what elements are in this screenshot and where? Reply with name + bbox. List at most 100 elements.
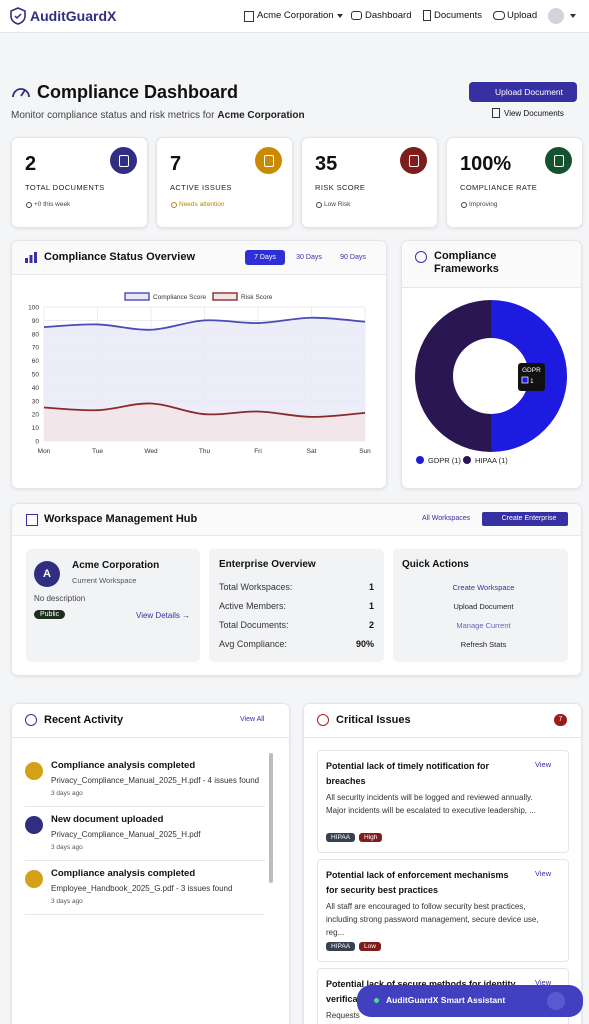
quick-actions-panel: Quick Actions Create Workspace Upload Doc… xyxy=(393,549,568,662)
nav-icon xyxy=(423,10,431,21)
view-documents-link[interactable]: View Documents xyxy=(504,109,564,118)
quick-action[interactable]: Refresh Stats xyxy=(393,640,568,649)
stat-value: 35 xyxy=(315,153,338,175)
alert-icon xyxy=(317,714,329,726)
legend-swatch xyxy=(124,292,150,301)
legend-dot xyxy=(416,456,424,464)
activity-detail: Privacy_Compliance_Manual_2025_H.pdf xyxy=(51,830,201,839)
stat-card: 2 TOTAL DOCUMENTS +0 this week xyxy=(11,137,148,228)
nav-link[interactable]: Upload xyxy=(507,10,538,21)
org-switcher[interactable]: Acme Corporation xyxy=(257,10,334,21)
activity-detail: Employee_Handbook_2025_G.pdf - 3 issues … xyxy=(51,884,233,893)
overview-value: 1 xyxy=(368,601,374,611)
subtitle-org: Acme Corporation xyxy=(217,110,305,121)
overview-label: Total Documents: xyxy=(219,620,289,630)
button-label: All Workspaces xyxy=(422,515,471,522)
hub-card: Workspace Management Hub All Workspaces … xyxy=(11,503,582,676)
brand[interactable]: AuditGuardX xyxy=(30,8,117,24)
action-label: Create Workspace xyxy=(452,583,515,592)
create-enterprise-button[interactable]: Create Enterprise xyxy=(482,512,568,526)
nav-link[interactable]: Documents xyxy=(434,10,483,21)
series-line xyxy=(43,316,366,331)
caret xyxy=(337,14,343,18)
issue-tag: High xyxy=(359,833,383,842)
logo-icon xyxy=(10,7,26,25)
clock-icon xyxy=(25,714,37,726)
issue-tag: HIPAA xyxy=(326,833,356,842)
legend-label: HIPAA (1) xyxy=(475,456,508,465)
overview-label: Avg Compliance: xyxy=(219,639,287,649)
activity-time: 3 days ago xyxy=(51,790,83,797)
card-header xyxy=(402,241,581,288)
separator xyxy=(25,860,265,861)
expand-button[interactable] xyxy=(547,992,565,1010)
stat-icon xyxy=(400,147,427,174)
panel-title: Enterprise Overview xyxy=(219,559,316,570)
stat-value: 7 xyxy=(170,153,182,175)
action-label: Refresh Stats xyxy=(460,640,507,649)
view-details-link[interactable]: View Details → xyxy=(136,611,191,620)
y-tick-label: 20 xyxy=(32,412,40,419)
stat-card: 7 ACTIVE ISSUES Needs attention xyxy=(156,137,293,228)
pie-icon xyxy=(415,251,427,263)
card-title: Compliance Frameworks xyxy=(434,250,499,275)
issue-title: Potential lack of timely notification fo… xyxy=(326,761,490,786)
stat-label: COMPLIANCE RATE xyxy=(460,183,538,192)
nav-link[interactable]: Dashboard xyxy=(365,10,412,21)
range-tab[interactable]: 7 Days xyxy=(245,250,285,265)
separator xyxy=(25,806,265,807)
x-tick-label: Tue xyxy=(92,448,103,455)
card-title: Critical Issues xyxy=(336,714,411,726)
activity-icon xyxy=(25,762,43,780)
note-icon xyxy=(171,202,177,208)
quick-action[interactable]: Upload Document xyxy=(393,602,568,611)
card-title: Compliance Status Overview xyxy=(44,251,195,263)
issue-tag: Low xyxy=(359,942,381,951)
view-all-link[interactable]: View All xyxy=(240,716,265,723)
legend-dot xyxy=(463,456,471,464)
legend-label: Compliance Score xyxy=(153,294,206,301)
range-tab[interactable]: 90 Days xyxy=(340,254,366,261)
stat-note: +0 this week xyxy=(34,201,71,208)
overview-panel: Enterprise Overview Total Workspaces: 1 Ac… xyxy=(209,549,384,662)
upload-button[interactable]: Upload Document xyxy=(469,82,577,102)
activity-time: 3 days ago xyxy=(51,844,83,851)
page-subtitle: Monitor compliance status and risk metri… xyxy=(11,110,305,121)
issue-description: All staff are encouraged to follow secur… xyxy=(326,902,539,937)
range-tab[interactable]: 30 Days xyxy=(296,254,322,261)
all-workspaces-button[interactable]: All Workspaces xyxy=(412,515,470,522)
y-tick-label: 0 xyxy=(35,439,39,446)
x-tick-label: Sun xyxy=(359,448,371,455)
quick-action[interactable]: Create Workspace xyxy=(393,583,568,592)
issue-view-link[interactable]: View xyxy=(535,978,552,987)
issue-title: Potential lack of secure methods for ide… xyxy=(326,979,516,1004)
card-header xyxy=(12,504,581,536)
stat-icon xyxy=(255,147,282,174)
scrollbar[interactable] xyxy=(269,753,273,883)
card-header xyxy=(304,704,581,738)
activity-time: 3 days ago xyxy=(51,898,83,905)
frameworks-card: Compliance Frameworks GDPR 1 GDPR (1) HIPAA… xyxy=(401,240,582,489)
avatar[interactable] xyxy=(548,8,564,24)
issue-view-link[interactable]: View xyxy=(535,760,552,769)
tooltip xyxy=(518,363,545,391)
card-title: Workspace Management Hub xyxy=(44,513,198,525)
assistant-bar[interactable]: AuditGuardX Smart Assistant xyxy=(357,985,583,1017)
subtitle-text: Monitor compliance status and risk metri… xyxy=(11,110,215,121)
stat-card: 35 RISK SCORE Low Risk xyxy=(301,137,438,228)
action-label: Upload Document xyxy=(453,602,514,611)
donut-slice xyxy=(415,300,491,452)
gauge-icon xyxy=(12,88,30,98)
y-tick-label: 30 xyxy=(32,398,40,405)
activity-detail: Privacy_Compliance_Manual_2025_H.pdf - 4… xyxy=(51,776,260,785)
issues-card: Critical Issues 7 Potential lack of time… xyxy=(303,703,582,1024)
x-tick-label: Mon xyxy=(38,448,51,455)
note-icon xyxy=(461,202,467,208)
legend-swatch xyxy=(212,292,238,301)
workspace-panel: A Acme Corporation Current Workspace No … xyxy=(26,549,200,662)
quick-action[interactable]: Manage Current xyxy=(393,621,568,630)
stat-label: ACTIVE ISSUES xyxy=(170,183,232,192)
stat-value: 2 xyxy=(25,153,37,175)
issue-view-link[interactable]: View xyxy=(535,869,552,878)
stat-label: RISK SCORE xyxy=(315,183,366,192)
